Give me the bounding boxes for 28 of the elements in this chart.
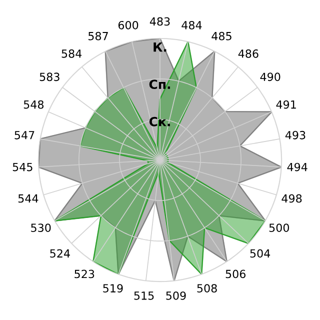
spoke-label: 600 <box>118 20 138 30</box>
spoke-label: 498 <box>282 194 302 203</box>
spoke-label: 544 <box>18 194 38 203</box>
spoke-label: 587 <box>88 32 108 40</box>
spoke-label: 485 <box>212 32 232 40</box>
spoke-label: 484 <box>182 20 202 30</box>
spoke-label: 491 <box>276 100 296 109</box>
spoke-label: 524 <box>50 249 70 258</box>
spoke-label: 500 <box>269 224 290 232</box>
spoke-label: 504 <box>250 249 270 258</box>
spoke-label: 519 <box>103 284 123 292</box>
y-tick-label: К. <box>154 42 166 52</box>
spoke-label: 509 <box>166 291 186 300</box>
spoke-label: 583 <box>40 72 60 82</box>
spoke-label: 490 <box>260 72 280 82</box>
spoke-label: 523 <box>74 270 94 278</box>
spoke-label: 483 <box>150 17 170 26</box>
spoke-label: 486 <box>238 49 258 58</box>
spoke-label: 506 <box>226 270 246 278</box>
spoke-label: 547 <box>14 131 34 140</box>
spoke-label: 584 <box>62 49 82 58</box>
spoke-label: 493 <box>285 130 306 140</box>
spoke-label: 548 <box>24 100 44 109</box>
spoke-label: 515 <box>134 292 154 300</box>
spoke-label: 530 <box>31 224 51 232</box>
spoke-label: 508 <box>197 284 217 292</box>
spoke-label: 494 <box>287 162 308 172</box>
spoke-label: 545 <box>12 162 32 172</box>
